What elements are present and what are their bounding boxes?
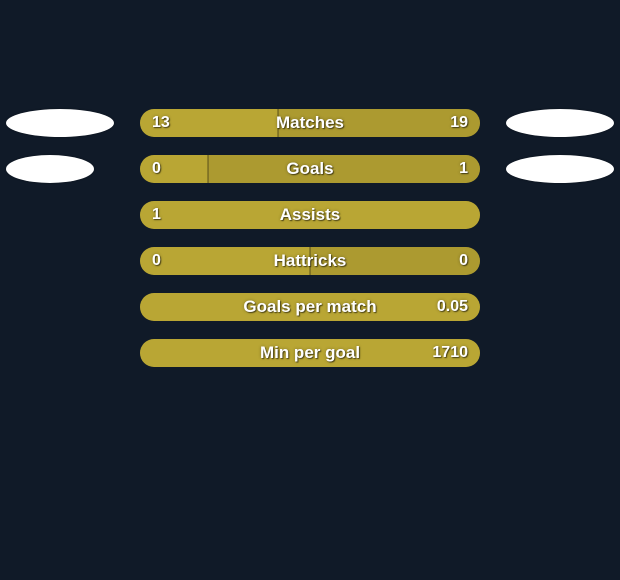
player-right-oval	[506, 155, 614, 183]
stat-bar: Goals per match0.05	[140, 293, 480, 321]
stat-value-left: 13	[152, 109, 170, 137]
player-left-oval	[6, 155, 94, 183]
stat-label: Min per goal	[140, 339, 480, 367]
stat-value-left: 0	[152, 247, 161, 275]
stat-row: Goals per match0.05	[0, 293, 620, 321]
stat-label: Goals per match	[140, 293, 480, 321]
stat-value-right: 0.05	[437, 293, 468, 321]
stat-value-right: 0	[459, 247, 468, 275]
stat-value-left: 1	[152, 201, 161, 229]
stat-row: Matches13 19	[0, 109, 620, 137]
player-left-oval	[6, 109, 114, 137]
stat-label: Assists	[140, 201, 480, 229]
stat-row: Hattricks0 0	[0, 247, 620, 275]
stat-value-right: 1	[459, 155, 468, 183]
stat-value-left: 0	[152, 155, 161, 183]
stat-row: Goals0 1	[0, 155, 620, 183]
stat-row: Assists1	[0, 201, 620, 229]
stat-label: Matches	[140, 109, 480, 137]
stat-bar: Matches13 19	[140, 109, 480, 137]
stat-label: Goals	[140, 155, 480, 183]
stat-bar: Hattricks0 0	[140, 247, 480, 275]
stat-value-right: 19	[450, 109, 468, 137]
page-background	[0, 0, 620, 580]
stat-label: Hattricks	[140, 247, 480, 275]
stat-value-right: 1710	[432, 339, 468, 367]
stat-bar: Goals0 1	[140, 155, 480, 183]
player-right-oval	[506, 109, 614, 137]
stat-row: Min per goal1710	[0, 339, 620, 367]
stat-bar: Min per goal1710	[140, 339, 480, 367]
stat-bar: Assists1	[140, 201, 480, 229]
